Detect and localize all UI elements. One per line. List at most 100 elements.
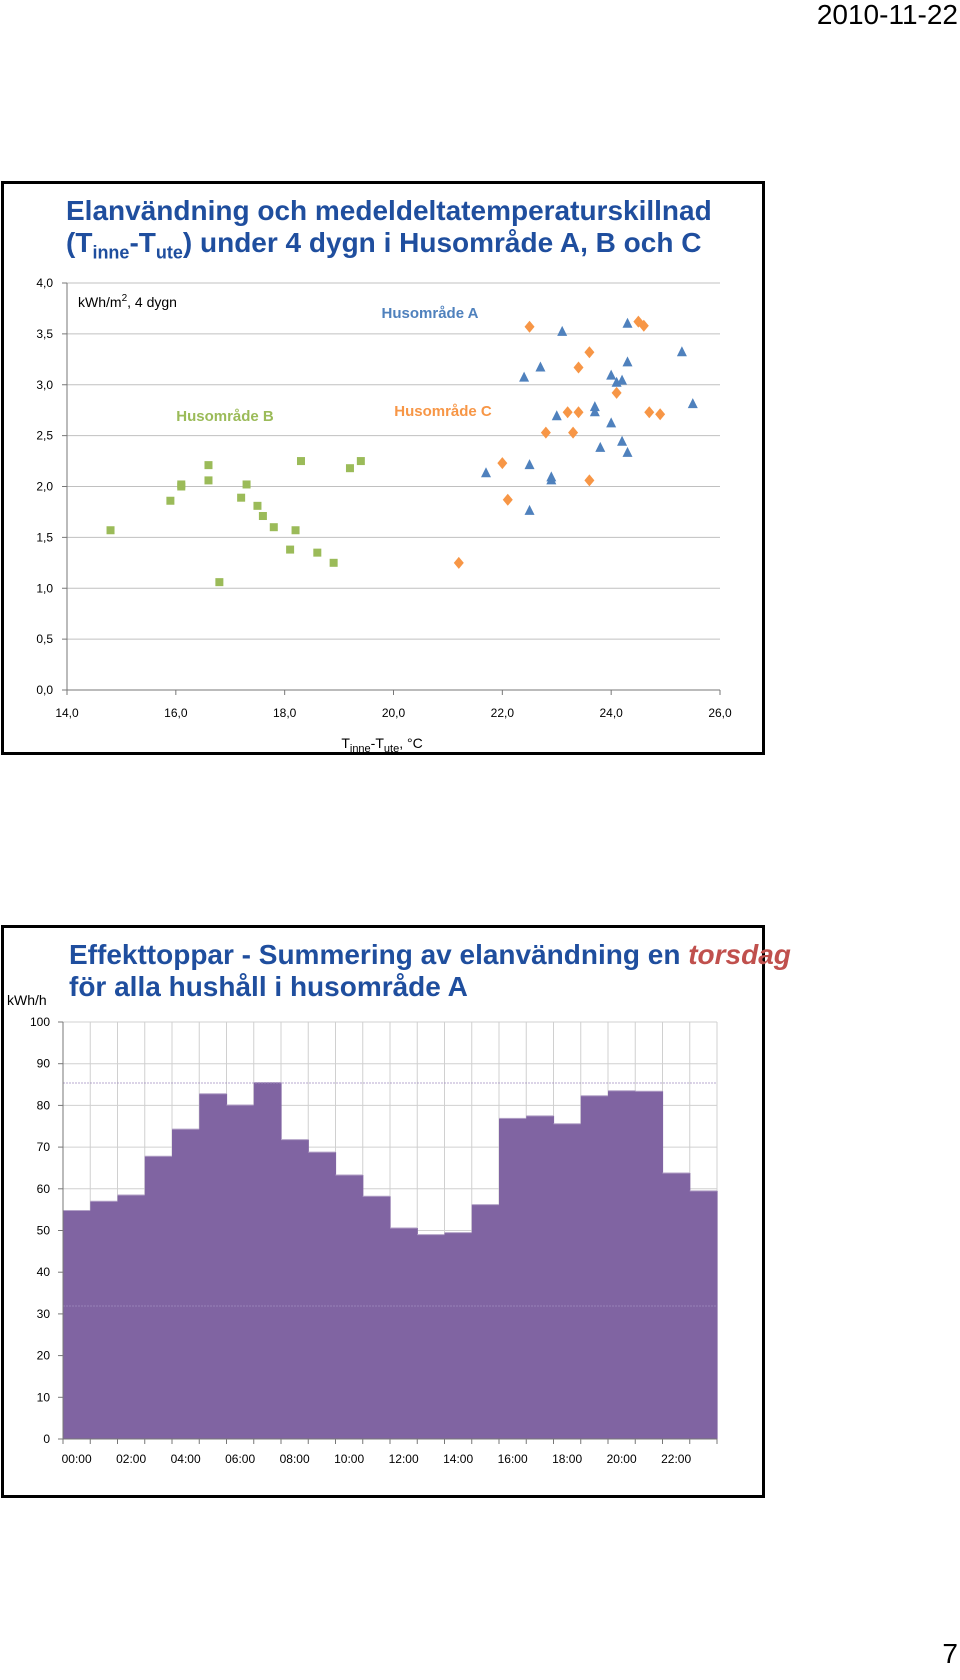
bar (308, 1152, 337, 1439)
data-point (644, 406, 655, 419)
bar (444, 1232, 473, 1439)
bar (90, 1201, 119, 1439)
data-point (589, 401, 600, 412)
data-point (617, 374, 628, 385)
bar (499, 1118, 527, 1439)
scatter-title-line-1: Elanvändning och medeldeltatemperaturski… (66, 195, 712, 226)
x-tick-label: 14:00 (443, 1452, 473, 1466)
bar-chart-title: Effekttoppar - Summering av elanvändning… (69, 939, 791, 1003)
data-point (481, 467, 492, 478)
bar (253, 1082, 282, 1439)
bar (608, 1090, 636, 1439)
data-point (269, 523, 278, 532)
title-part: -T (129, 227, 156, 258)
title-subscript-ute: ute (155, 242, 183, 263)
y-tick-label: 4,0 (36, 276, 53, 290)
data-point (242, 480, 251, 489)
label-part: , 4 dygn (127, 294, 177, 310)
x-tick-label: 16,0 (164, 706, 188, 720)
data-point (562, 406, 573, 419)
x-tick-label: 10:00 (334, 1452, 364, 1466)
data-point (453, 556, 464, 569)
x-axis-label: Tinne-Tute, °C (341, 735, 422, 755)
bar (580, 1095, 609, 1439)
x-tick-label: 12:00 (389, 1452, 419, 1466)
data-point (524, 320, 535, 333)
bar-title-line-2: för alla hushåll i husområde A (69, 971, 468, 1002)
data-point (106, 526, 115, 535)
x-tick-label: 22:00 (661, 1452, 691, 1466)
x-tick-label: 18:00 (552, 1452, 582, 1466)
data-point (611, 386, 622, 399)
label-subscript: inne (350, 743, 371, 755)
bar (199, 1093, 228, 1439)
bar-title-prefix: Effekttoppar - Summering av elanvändning… (69, 939, 689, 970)
bar (362, 1196, 391, 1439)
title-part: (T (66, 227, 93, 258)
bar (689, 1190, 718, 1439)
scatter-chart: 0,0 0,5 1,0 1,5 2,0 2,5 3,0 3,5 4,0 14,0 16,0 18,0 2… (36, 276, 732, 755)
x-tick-label: 02:00 (116, 1452, 146, 1466)
y-tick-label: 0,5 (36, 632, 53, 646)
y-tick-label: 70 (37, 1140, 51, 1154)
data-point (204, 476, 213, 485)
series-square (106, 457, 365, 587)
y-tick-label: 2,5 (36, 429, 53, 443)
y-tick-label: 1,5 (36, 530, 53, 544)
data-point (622, 317, 633, 328)
data-point (606, 369, 617, 380)
data-point (237, 493, 246, 502)
title-part: ) under 4 dygn i Husområde A, B och C (182, 227, 702, 258)
series-annotation: Husområde A (382, 305, 479, 322)
data-point (584, 474, 595, 487)
y-tick-label: 20 (37, 1349, 51, 1363)
y-tick-label: 80 (37, 1098, 51, 1112)
data-point (676, 346, 687, 357)
label-subscript: ute (384, 743, 399, 755)
data-point (313, 548, 322, 557)
y-tick-label: 50 (37, 1224, 51, 1238)
bar (526, 1115, 555, 1439)
page-number: 7 (942, 1638, 958, 1669)
data-point (286, 545, 295, 554)
data-point (519, 371, 530, 382)
bar (281, 1139, 309, 1439)
data-point (540, 426, 551, 439)
data-point (655, 408, 666, 421)
x-tick-label: 00:00 (62, 1452, 92, 1466)
y-tick-label: 0 (43, 1432, 50, 1446)
data-point (573, 406, 584, 419)
data-point (177, 480, 186, 489)
y-axis-label: kWh/h (7, 992, 47, 1008)
scatter-chart-title: Elanvändning och medeldeltatemperaturski… (66, 195, 712, 269)
label-superscript: 2 (122, 293, 128, 304)
x-tick-label: 16:00 (498, 1452, 528, 1466)
bar (553, 1123, 582, 1439)
bar (390, 1227, 418, 1439)
x-tick-label: 14,0 (55, 706, 79, 720)
data-point (573, 361, 584, 374)
bar-title-emphasis: torsdag (688, 939, 791, 970)
x-tick-label: 18,0 (273, 706, 297, 720)
label-part: , °C (399, 735, 423, 751)
data-point (622, 446, 633, 457)
data-point (568, 426, 579, 439)
y-tick-label: 1,0 (36, 581, 53, 595)
x-tick-label: 04:00 (171, 1452, 201, 1466)
data-point (296, 457, 305, 466)
series-annotation: Husområde B (176, 408, 274, 425)
series-diamond (453, 315, 666, 569)
x-tick-label: 20:00 (607, 1452, 637, 1466)
bar (144, 1156, 173, 1439)
data-point (687, 398, 698, 409)
y-tick-label: 0,0 (36, 683, 53, 697)
bar (172, 1129, 200, 1439)
x-tick-label: 22,0 (491, 706, 515, 720)
scatter-title-line-2: (Tinne-Tute) under 4 dygn i Husområde A,… (66, 227, 712, 269)
title-subscript-inne: inne (92, 242, 130, 263)
series-annotation: Husområde C (394, 403, 492, 420)
data-point (166, 496, 175, 505)
x-tick-label: 08:00 (280, 1452, 310, 1466)
data-point (546, 471, 557, 482)
